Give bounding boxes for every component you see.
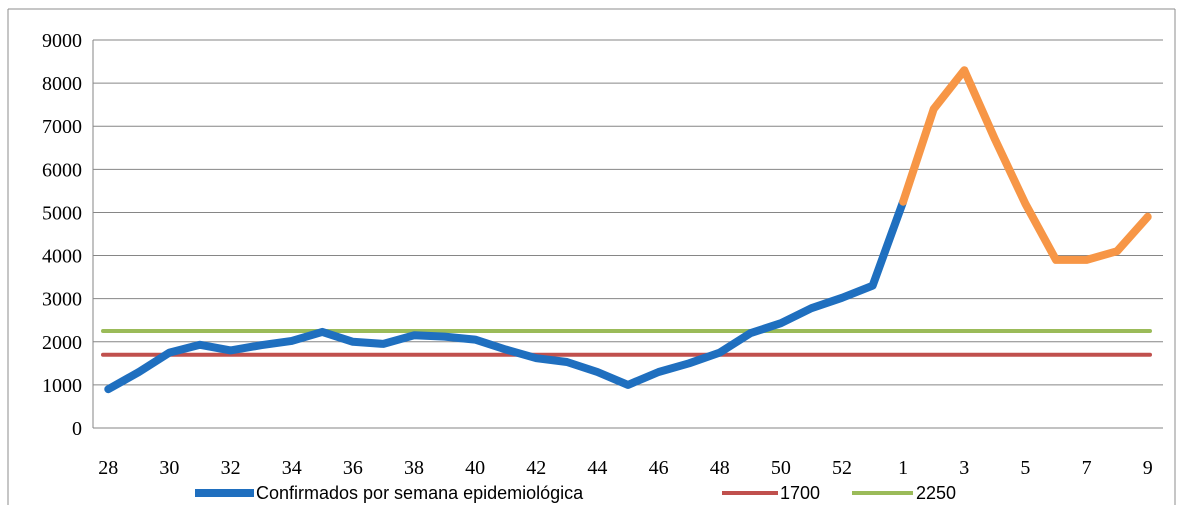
x-tick-label: 30 [159, 457, 179, 479]
x-tick-label: 44 [587, 457, 607, 479]
legend-label: 2250 [916, 483, 956, 503]
y-tick-label: 3000 [42, 289, 82, 311]
x-tick-label: 3 [959, 457, 969, 479]
x-tick-label: 46 [649, 457, 669, 479]
x-tick-label: 52 [832, 457, 852, 479]
series-group [101, 66, 1152, 394]
y-tick-label: 6000 [42, 159, 82, 181]
x-tick-label: 34 [282, 457, 302, 479]
legend: Confirmados por semana epidemiológica 170… [195, 483, 956, 503]
y-tick-label: 7000 [42, 116, 82, 138]
series-line [104, 197, 908, 394]
y-tick-label: 2000 [42, 332, 82, 354]
y-tick-label: 5000 [42, 202, 82, 224]
y-tick-label: 0 [72, 418, 82, 440]
x-tick-label: 38 [404, 457, 424, 479]
series-line [899, 66, 1152, 264]
x-tick-label: 28 [98, 457, 118, 479]
x-tick-label: 42 [526, 457, 546, 479]
y-tick-label: 1000 [42, 375, 82, 397]
x-tick-label: 1 [898, 457, 908, 479]
y-tick-labels: 0 1000 2000 3000 4000 5000 6000 7000 8000 9000 [42, 30, 82, 440]
x-tick-label: 5 [1020, 457, 1030, 479]
y-tick-label: 9000 [42, 30, 82, 52]
x-tick-label: 32 [221, 457, 241, 479]
x-tick-label: 40 [465, 457, 485, 479]
legend-label: 1700 [780, 483, 820, 503]
x-tick-label: 36 [343, 457, 363, 479]
y-tick-label: 8000 [42, 73, 82, 95]
legend-label: Confirmados por semana epidemiológica [256, 483, 584, 503]
x-tick-label: 9 [1143, 457, 1153, 479]
x-tick-label: 50 [771, 457, 791, 479]
axes [92, 40, 1163, 429]
grid [93, 39, 1163, 386]
y-tick-label: 4000 [42, 246, 82, 268]
x-tick-label: 48 [710, 457, 730, 479]
x-tick-labels: 28 30 32 34 36 38 40 42 44 46 48 50 52 1 3 5 7 9 [98, 457, 1152, 479]
x-tick-label: 7 [1082, 457, 1092, 479]
